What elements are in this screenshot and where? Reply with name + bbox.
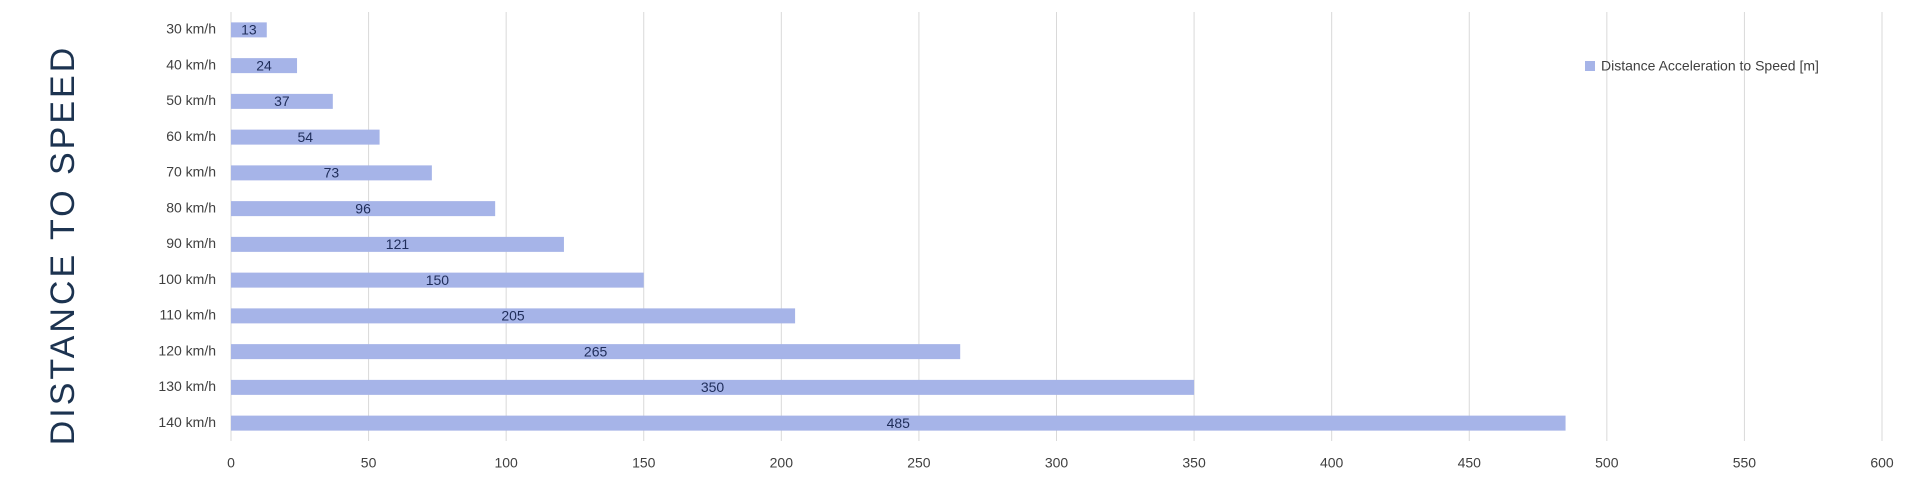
y-tick-label: 130 km/h (158, 378, 216, 394)
x-tick-label: 400 (1320, 455, 1344, 471)
x-tick-label: 450 (1458, 455, 1482, 471)
y-tick-label: 120 km/h (158, 342, 216, 358)
y-tick-label: 30 km/h (166, 21, 216, 37)
y-tick-label: 90 km/h (166, 235, 216, 251)
bar (231, 165, 432, 181)
bar (231, 58, 298, 74)
y-tick-label: 80 km/h (166, 199, 216, 215)
x-tick-label: 500 (1595, 455, 1619, 471)
data-label: 24 (256, 57, 272, 73)
data-label: 13 (241, 22, 257, 38)
x-tick-label: 550 (1733, 455, 1757, 471)
x-tick-label: 250 (907, 455, 931, 471)
data-label: 96 (355, 200, 371, 216)
y-tick-label: 50 km/h (166, 92, 216, 108)
data-label: 485 (887, 415, 911, 431)
legend-swatch (1585, 61, 1595, 71)
y-tick-label: 110 km/h (159, 307, 216, 323)
data-label: 121 (386, 236, 410, 252)
data-label: 37 (274, 93, 290, 109)
x-tick-label: 350 (1182, 455, 1206, 471)
x-tick-label: 150 (632, 455, 656, 471)
chart-title: DISTANCE TO SPEED (44, 45, 82, 446)
bar (231, 93, 333, 109)
bar (231, 344, 961, 360)
data-label: 265 (584, 343, 608, 359)
y-tick-label: 70 km/h (166, 164, 216, 180)
data-label: 150 (426, 272, 450, 288)
bar (231, 129, 380, 145)
y-tick-label: 140 km/h (158, 414, 216, 430)
x-tick-label: 200 (770, 455, 794, 471)
data-label: 350 (701, 379, 725, 395)
y-tick-label: 60 km/h (166, 128, 216, 144)
x-tick-label: 100 (494, 455, 518, 471)
bar (231, 22, 267, 38)
bar (231, 272, 644, 288)
bar (231, 201, 496, 217)
legend-label: Distance Acceleration to Speed [m] (1601, 58, 1819, 74)
x-tick-label: 300 (1045, 455, 1069, 471)
y-tick-label: 100 km/h (158, 271, 216, 287)
x-tick-label: 50 (361, 455, 377, 471)
y-tick-label: 40 km/h (166, 56, 216, 72)
x-tick-label: 0 (227, 455, 235, 471)
data-label: 205 (501, 308, 525, 324)
x-tick-label: 600 (1870, 455, 1894, 471)
bar (231, 415, 1566, 431)
bar (231, 379, 1195, 395)
data-label: 73 (324, 165, 340, 181)
data-label: 54 (298, 129, 314, 145)
bar (231, 236, 564, 252)
bar (231, 308, 796, 324)
